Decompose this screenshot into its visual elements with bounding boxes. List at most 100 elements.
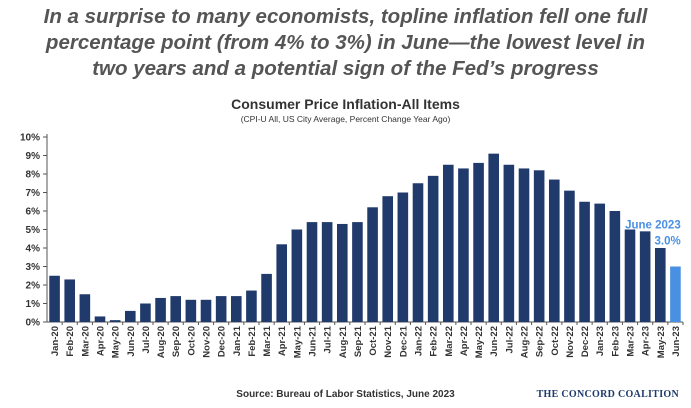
y-tick-label: 6% (26, 207, 41, 218)
x-tick-label: May-23 (656, 326, 667, 358)
bar (473, 162, 484, 322)
headline-line-1: In a surprise to many economists, toplin… (43, 5, 648, 28)
y-tick-label: 3% (26, 262, 41, 273)
x-tick-label: Feb-21 (247, 325, 258, 356)
bar (639, 231, 651, 322)
bar (670, 266, 681, 322)
bar (246, 290, 257, 322)
bar (230, 296, 242, 322)
x-tick-label: Jan-21 (232, 325, 243, 356)
x-tick-label: May-21 (292, 325, 303, 358)
x-tick-label: Mar-20 (80, 326, 91, 357)
headline-line-3: two years and a potential sign of the Fe… (92, 57, 599, 80)
chart-title: Consumer Price Inflation-All Items (231, 96, 460, 112)
x-tick-label: Nov-21 (383, 325, 394, 357)
annotation-value: 3.0% (655, 236, 681, 248)
x-tick-label: Mar-23 (626, 326, 637, 357)
x-tick-label: Jun-21 (308, 325, 319, 356)
bar (609, 211, 621, 322)
x-tick-label: Apr-23 (641, 326, 652, 356)
x-tick-label: Feb-23 (610, 326, 621, 357)
y-tick-label: 2% (26, 281, 41, 292)
bar (442, 164, 454, 322)
y-tick-label: 7% (26, 188, 41, 199)
x-tick-label: Jun-23 (671, 326, 682, 357)
x-tick-label: Apr-20 (96, 326, 107, 356)
x-tick-label: Apr-22 (459, 326, 470, 356)
bar (321, 222, 333, 322)
y-tick-label: 8% (26, 170, 41, 181)
x-tick-label: Aug-22 (520, 326, 531, 358)
x-tick-label: Sep-22 (535, 326, 546, 357)
bar (564, 190, 575, 322)
x-tick-label: Dec-21 (398, 325, 409, 357)
bar (261, 273, 272, 322)
bar (306, 222, 318, 322)
bar (412, 183, 424, 322)
bar (488, 153, 500, 322)
annotation-label: June 2023 (625, 220, 681, 232)
x-tick-label: Jan-22 (414, 326, 425, 356)
x-tick-label: Oct-22 (550, 326, 561, 356)
bar (155, 297, 166, 322)
bar (185, 299, 197, 322)
bar (291, 229, 303, 322)
x-tick-label: Aug-20 (156, 326, 167, 358)
x-tick-label: Nov-20 (202, 326, 213, 358)
y-tick-label: 9% (26, 151, 41, 162)
bar (427, 175, 439, 322)
x-tick-label: Sep-21 (353, 325, 364, 357)
bar (200, 299, 212, 322)
x-tick-label: Jul-20 (141, 326, 152, 353)
x-tick-label: Dec-22 (580, 326, 591, 357)
bar (79, 294, 91, 322)
bar (654, 248, 666, 322)
bar (458, 168, 469, 322)
x-tick-label: Feb-20 (65, 326, 76, 357)
bar (109, 320, 121, 322)
bar (276, 244, 288, 322)
bar (548, 179, 560, 322)
org-logo-text: THE CONCORD COALITION (536, 389, 679, 400)
x-tick-label: Apr-21 (277, 325, 288, 356)
bar (352, 222, 363, 322)
bar (533, 170, 545, 322)
bar (518, 168, 530, 322)
x-tick-label: Jan-20 (50, 326, 61, 356)
x-tick-label: Sep-20 (171, 326, 182, 357)
x-tick-label: Jan-23 (595, 326, 606, 356)
x-tick-label: Jun-22 (489, 326, 500, 357)
x-tick-label: Mar-21 (262, 325, 273, 356)
bar (170, 296, 182, 322)
bar (94, 316, 106, 322)
bar (397, 192, 409, 322)
headline: In a surprise to many economists, toplin… (0, 4, 691, 82)
x-tick-label: Feb-22 (429, 326, 440, 357)
chart-subtitle: (CPI-U All, US City Average, Percent Cha… (240, 114, 451, 124)
bar (382, 196, 394, 322)
y-tick-label: 4% (26, 244, 41, 255)
bar (367, 207, 378, 322)
bar (215, 296, 227, 322)
y-tick-label: 5% (26, 225, 41, 236)
bar (140, 303, 151, 322)
x-tick-label: Oct-21 (368, 325, 379, 355)
x-tick-label: Dec-20 (217, 326, 228, 357)
bar (579, 201, 590, 322)
x-tick-label: May-22 (474, 326, 485, 358)
bar (124, 310, 136, 322)
x-tick-label: Oct-20 (186, 326, 197, 356)
x-tick-label: Aug-21 (338, 325, 349, 358)
bar (336, 223, 348, 322)
x-tick-label: Jul-22 (504, 326, 515, 353)
bar (594, 203, 606, 322)
bar (624, 229, 636, 322)
y-tick-label: 0% (26, 318, 41, 329)
x-tick-label: Jun-20 (126, 326, 137, 357)
bar (503, 164, 515, 322)
bar (49, 275, 60, 322)
x-tick-label: Jul-21 (323, 325, 334, 353)
y-tick-label: 1% (26, 299, 41, 310)
headline-line-2: percentage point (from 4% to 3%) in June… (45, 31, 646, 54)
